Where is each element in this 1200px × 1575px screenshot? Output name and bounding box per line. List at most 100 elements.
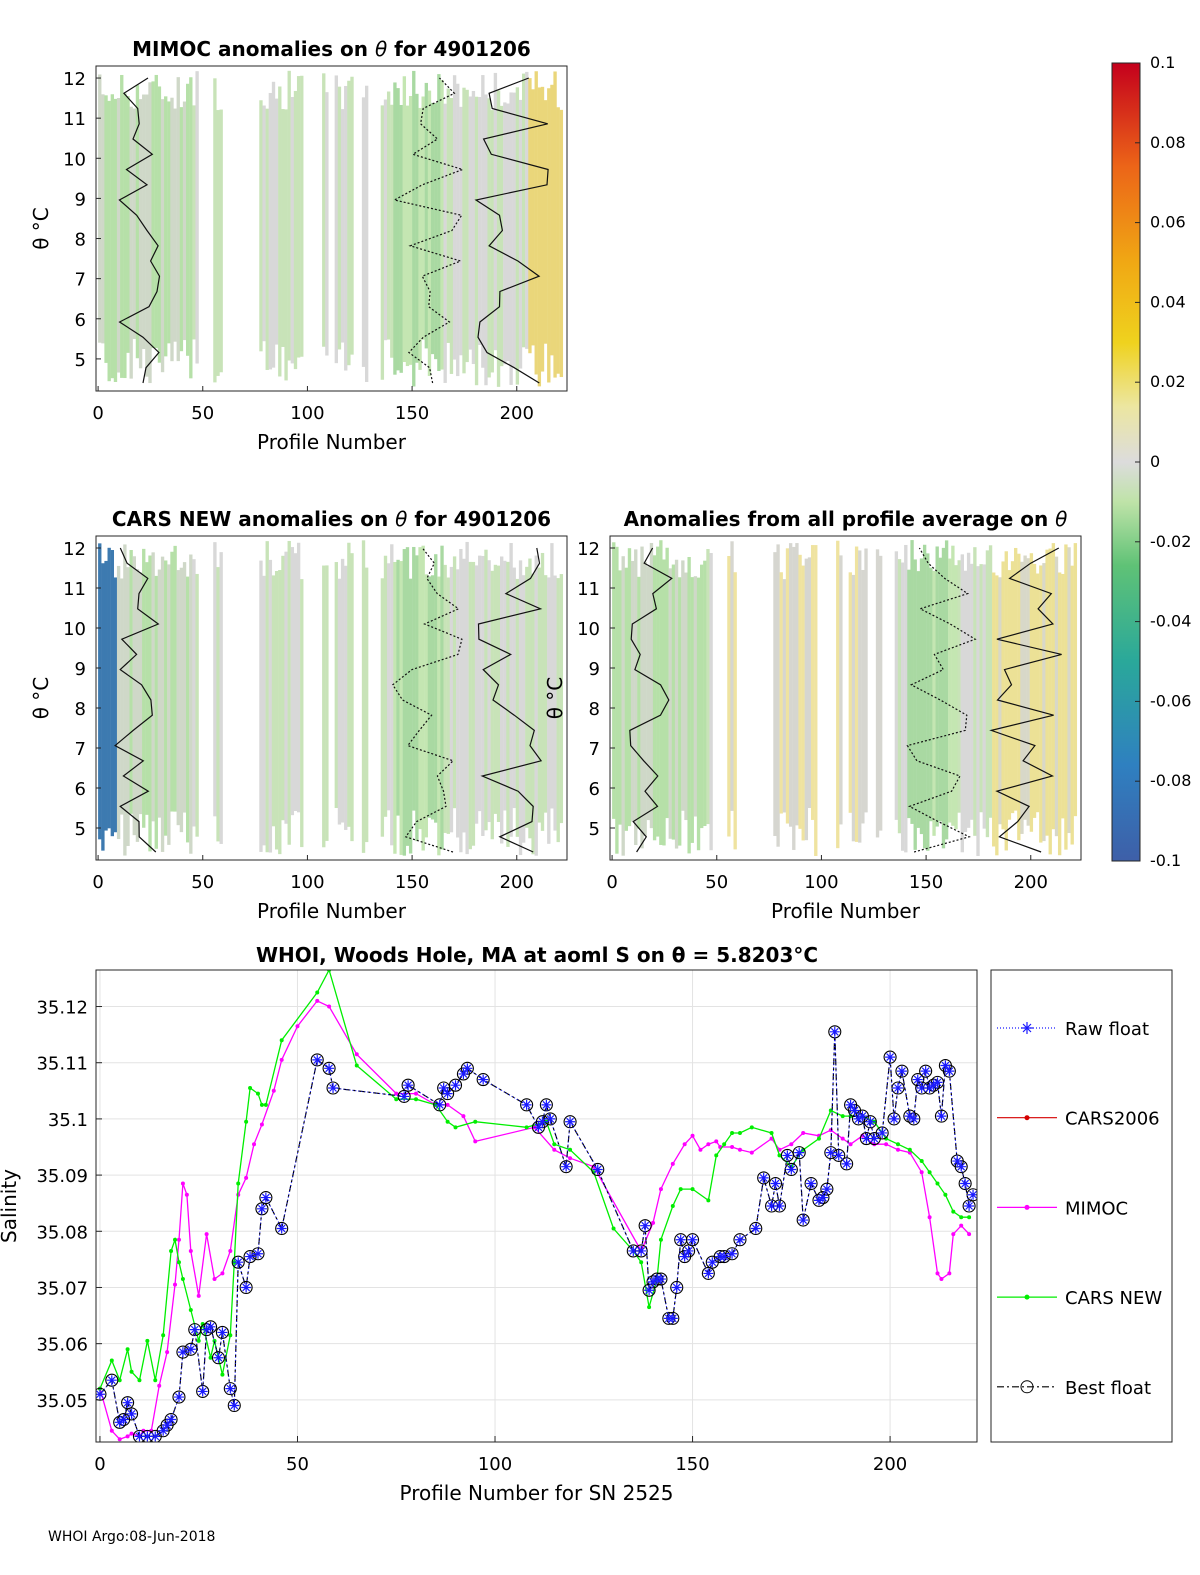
point-best-float xyxy=(883,1050,897,1064)
point-best-float xyxy=(875,1126,889,1140)
point-cars-new xyxy=(188,1307,193,1312)
colorbar-tick-label: 0.1 xyxy=(1150,53,1175,72)
point-best-float xyxy=(887,1112,901,1126)
point-best-float xyxy=(962,1199,976,1213)
point-raw-float xyxy=(806,1178,817,1189)
point-mimoc xyxy=(730,1145,735,1149)
point-raw-float xyxy=(197,1386,208,1397)
point-cars-new xyxy=(730,1130,735,1135)
point-best-float xyxy=(322,1061,336,1075)
point-best-float xyxy=(397,1089,411,1103)
point-raw-float xyxy=(126,1408,137,1419)
legend-marker xyxy=(1024,1204,1030,1210)
point-cars-new xyxy=(749,1125,754,1130)
point-raw-float xyxy=(687,1234,698,1245)
point-raw-float xyxy=(861,1133,872,1144)
point-raw-float xyxy=(636,1245,647,1256)
y-tick-label: 10 xyxy=(577,619,600,640)
point-cars-new xyxy=(951,1209,956,1214)
contour-lines xyxy=(114,547,543,853)
point-raw-float xyxy=(561,1161,572,1172)
point-raw-float xyxy=(825,1147,836,1158)
y-axis-label: Salinity xyxy=(0,1169,21,1243)
y-axis-label: θ °C xyxy=(29,677,53,720)
y-tick-label: 8 xyxy=(75,230,86,251)
point-raw-float xyxy=(766,1201,777,1211)
point-mimoc xyxy=(125,1434,130,1439)
x-ticks: 0 50 100 150 200 xyxy=(94,1436,907,1475)
point-best-float xyxy=(792,1146,806,1160)
point-raw-float xyxy=(545,1113,556,1124)
point-cars-new xyxy=(919,1159,924,1164)
point-raw-float xyxy=(774,1201,785,1211)
point-mimoc xyxy=(461,1114,466,1119)
point-cars-new xyxy=(943,1192,948,1197)
point-raw-float xyxy=(438,1083,449,1093)
point-raw-float xyxy=(177,1347,188,1358)
point-best-float xyxy=(433,1098,447,1112)
point-mimoc xyxy=(951,1232,956,1237)
y-tick-label: 12 xyxy=(63,539,86,560)
point-raw-float xyxy=(245,1251,256,1262)
point-raw-float xyxy=(904,1111,915,1122)
point-cars-new xyxy=(259,1102,264,1107)
point-best-float xyxy=(196,1384,210,1398)
x-ticks: 0 50 100 150 200 xyxy=(606,855,1048,893)
y-tick-label: 11 xyxy=(577,579,600,600)
point-best-float xyxy=(243,1250,257,1264)
point-best-float xyxy=(642,1283,656,1297)
y-tick-label: 35.05 xyxy=(36,1391,88,1412)
point-best-float xyxy=(211,1351,226,1365)
point-mimoc xyxy=(220,1271,225,1276)
point-best-float xyxy=(966,1188,977,1202)
legend-label: CARS2006 xyxy=(1065,1109,1160,1130)
point-best-float xyxy=(401,1078,415,1092)
y-tick-label: 35.1 xyxy=(48,1110,88,1131)
point-raw-float xyxy=(201,1324,212,1335)
point-best-float xyxy=(121,1396,135,1410)
y-tick-label: 12 xyxy=(63,69,86,90)
point-cars-new xyxy=(690,1187,695,1192)
x-axis-label: Profile Number for SN 2525 xyxy=(399,1481,673,1505)
point-best-float xyxy=(863,1115,877,1129)
point-cars-new xyxy=(568,1147,573,1152)
y-ticks: 5 6 7 8 9 10 11 12 xyxy=(63,69,101,371)
colorbar-tick-label: -0.02 xyxy=(1150,532,1191,551)
point-cars-new xyxy=(394,1097,399,1102)
y-tick-label: 35.09 xyxy=(36,1166,88,1187)
point-best-float xyxy=(239,1280,253,1295)
point-best-float xyxy=(958,1176,972,1191)
legend-marker xyxy=(1020,1380,1034,1394)
point-best-float xyxy=(768,1176,783,1191)
point-best-float xyxy=(820,1182,834,1196)
point-raw-float xyxy=(403,1080,414,1091)
x-tick-label: 200 xyxy=(500,872,534,893)
point-raw-float xyxy=(896,1066,907,1077)
point-best-float xyxy=(105,1373,119,1387)
point-raw-float xyxy=(565,1116,576,1127)
point-best-float xyxy=(448,1078,463,1092)
point-raw-float xyxy=(118,1414,129,1425)
point-raw-float xyxy=(241,1282,252,1293)
point-raw-float xyxy=(189,1324,200,1335)
point-mimoc xyxy=(157,1383,162,1388)
point-raw-float xyxy=(940,1060,951,1071)
point-cars-new xyxy=(935,1181,940,1186)
point-mimoc xyxy=(919,1170,924,1175)
x-tick-label: 0 xyxy=(92,403,103,424)
point-cars-new xyxy=(169,1248,174,1253)
x-tick-label: 200 xyxy=(1014,872,1048,893)
heatmap-panel-carsnew: 0 50 100 150 200 5 6 7 8 9 10 11 12 Profile Number θ °… xyxy=(29,507,568,923)
point-raw-float xyxy=(968,1189,977,1200)
point-mimoc xyxy=(279,1057,284,1062)
x-tick-label: 0 xyxy=(606,872,617,893)
point-cars-new xyxy=(208,1355,213,1360)
legend: Raw float CARS2006 MIMOC CARS NEW Best float xyxy=(990,969,1173,1443)
point-best-float xyxy=(539,1098,553,1112)
legend-marker xyxy=(1021,1022,1033,1034)
plot-frame xyxy=(95,535,568,861)
y-tick-label: 35.12 xyxy=(36,998,88,1019)
point-raw-float xyxy=(960,1178,971,1189)
y-ticks: 5 6 7 8 9 10 11 12 xyxy=(63,539,101,840)
point-cars-new xyxy=(248,1086,253,1090)
